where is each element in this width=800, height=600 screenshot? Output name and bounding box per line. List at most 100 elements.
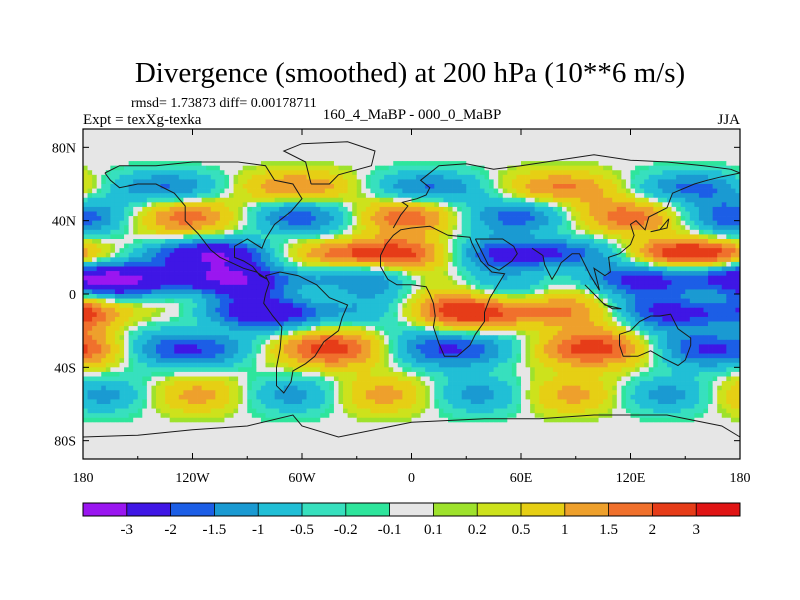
- heatmap-cell: [507, 216, 513, 222]
- heatmap-cell: [470, 271, 476, 277]
- heatmap-cell: [680, 261, 686, 267]
- heatmap-cell: [365, 156, 371, 162]
- heatmap-cell: [708, 184, 713, 189]
- heatmap-cell: [169, 261, 175, 267]
- heatmap-cell: [229, 129, 234, 134]
- heatmap-cell: [183, 234, 189, 240]
- heatmap-cell: [87, 284, 93, 290]
- heatmap-cell: [397, 248, 403, 254]
- heatmap-cell: [479, 275, 485, 281]
- heatmap-cell: [680, 220, 686, 226]
- heatmap-cell: [735, 197, 741, 203]
- heatmap-cell: [178, 147, 184, 153]
- heatmap-cell: [169, 170, 175, 176]
- heatmap-cell: [552, 174, 558, 180]
- heatmap-cell: [698, 261, 704, 267]
- heatmap-cell: [698, 280, 704, 286]
- heatmap-cell: [219, 179, 225, 185]
- heatmap-cell: [146, 252, 152, 258]
- heatmap-cell: [92, 261, 98, 267]
- heatmap-cell: [292, 252, 298, 258]
- heatmap-cell: [283, 234, 289, 240]
- heatmap-cell: [612, 271, 618, 277]
- heatmap-cell: [201, 202, 207, 208]
- heatmap-cell: [379, 165, 385, 171]
- heatmap-cell: [552, 129, 558, 134]
- heatmap-cell: [402, 147, 408, 153]
- heatmap-cell: [160, 271, 166, 277]
- heatmap-cell: [96, 161, 102, 167]
- heatmap-cell: [160, 174, 166, 180]
- heatmap-cell: [657, 248, 663, 254]
- heatmap-cell: [484, 229, 490, 235]
- heatmap-cell: [270, 252, 275, 258]
- heatmap-cell: [192, 261, 198, 267]
- heatmap-cell: [548, 174, 554, 180]
- heatmap-cell: [420, 284, 426, 290]
- heatmap-cell: [96, 188, 102, 194]
- heatmap-cell: [676, 151, 682, 157]
- heatmap-cell: [594, 225, 599, 231]
- heatmap-cell: [183, 243, 189, 249]
- heatmap-cell: [265, 188, 271, 194]
- heatmap-cell: [146, 225, 152, 231]
- heatmap-cell: [639, 280, 645, 286]
- heatmap-cell: [160, 280, 166, 286]
- heatmap-cell: [438, 225, 444, 231]
- heatmap-cell: [616, 216, 622, 222]
- heatmap-cell: [169, 202, 175, 208]
- heatmap-cell: [251, 261, 257, 267]
- heatmap-cell: [566, 184, 572, 189]
- heatmap-cell: [667, 193, 672, 199]
- heatmap-cell: [114, 147, 120, 153]
- heatmap-cell: [712, 239, 718, 244]
- heatmap-cell: [644, 275, 650, 281]
- heatmap-cell: [594, 138, 599, 144]
- heatmap-cell: [352, 280, 358, 286]
- heatmap-cell: [256, 280, 262, 286]
- heatmap-cell: [448, 151, 453, 157]
- heatmap-cell: [101, 170, 107, 176]
- heatmap-cell: [543, 261, 549, 267]
- heatmap-cell: [347, 252, 353, 258]
- heatmap-cell: [566, 202, 572, 208]
- heatmap-cell: [484, 211, 490, 217]
- heatmap-cell: [388, 211, 394, 217]
- heatmap-cell: [297, 284, 303, 290]
- heatmap-cell: [397, 129, 403, 134]
- heatmap-cell: [229, 165, 234, 171]
- heatmap-cell: [379, 271, 385, 277]
- heatmap-cell: [210, 211, 216, 217]
- heatmap-cell: [142, 129, 148, 134]
- heatmap-cell: [594, 248, 599, 254]
- heatmap-cell: [721, 174, 727, 180]
- heatmap-cell: [375, 133, 380, 139]
- heatmap-cell: [648, 243, 654, 249]
- heatmap-cell: [507, 170, 513, 176]
- heatmap-cell: [379, 275, 385, 281]
- heatmap-cell: [192, 165, 198, 171]
- heatmap-cell: [566, 243, 572, 249]
- heatmap-cell: [333, 147, 339, 153]
- heatmap-cell: [489, 129, 494, 134]
- heatmap-cell: [137, 266, 143, 272]
- heatmap-cell: [187, 239, 193, 244]
- heatmap-cell: [502, 138, 508, 144]
- heatmap-cell: [584, 261, 590, 267]
- heatmap-cell: [297, 142, 303, 148]
- heatmap-cell: [315, 174, 321, 180]
- heatmap-cell: [192, 243, 198, 249]
- heatmap-cell: [242, 197, 248, 203]
- heatmap-cell: [489, 179, 494, 185]
- heatmap-cell: [178, 234, 184, 240]
- heatmap-cell: [425, 170, 431, 176]
- heatmap-cell: [384, 174, 390, 180]
- heatmap-cell: [347, 266, 353, 272]
- heatmap-cell: [174, 234, 180, 240]
- heatmap-cell: [156, 275, 161, 281]
- heatmap-cell: [571, 243, 577, 249]
- heatmap-cell: [142, 133, 148, 139]
- heatmap-cell: [452, 234, 458, 240]
- heatmap-cell: [114, 275, 120, 281]
- heatmap-cell: [288, 261, 294, 267]
